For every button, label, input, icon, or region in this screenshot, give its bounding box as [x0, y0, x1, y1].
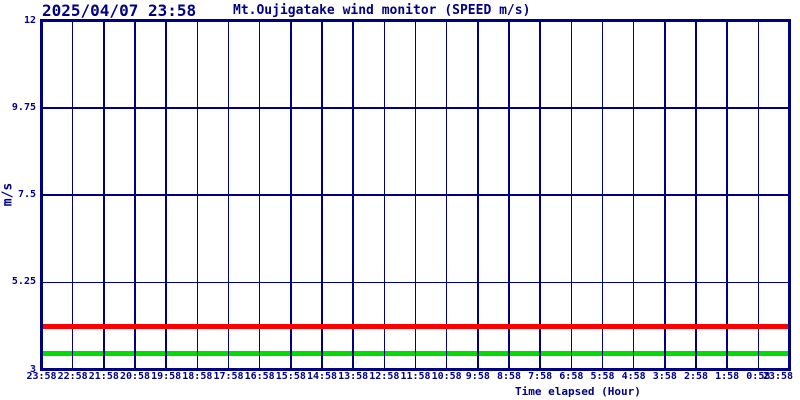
x-tick-label: 3:58	[652, 371, 677, 382]
x-axis-title: Time elapsed (Hour)	[515, 385, 641, 398]
x-tick-label: 13:58	[338, 371, 369, 382]
x-tick-label: 16:58	[244, 371, 275, 382]
x-tick-label: 9:58	[465, 371, 490, 382]
x-tick-label: 17:58	[213, 371, 244, 382]
x-tick-label: 5:58	[590, 371, 615, 382]
chart-timestamp: 2025/04/07 23:58	[42, 1, 197, 20]
x-tick-label: 8:58	[496, 371, 522, 382]
x-tick-label: 4:58	[621, 371, 646, 382]
x-tick-label: 15:58	[275, 371, 306, 382]
x-tick-label: 7:58	[528, 371, 553, 382]
x-tick-label: 19:58	[151, 371, 182, 382]
x-tick-label: 14:58	[306, 371, 338, 382]
red-line	[43, 324, 788, 330]
x-tick-label: 23:58	[26, 371, 57, 382]
plot-area	[40, 19, 791, 371]
x-tick-label: 6:58	[559, 371, 584, 382]
x-tick-label: 21:58	[88, 371, 119, 382]
x-tick-label: 2:58	[683, 371, 709, 382]
x-tick-label: 0:58	[746, 371, 771, 382]
x-tick-label: 12:58	[369, 371, 400, 382]
y-tick-label: 9.75	[11, 101, 36, 113]
y-tick-label: 12	[23, 14, 36, 26]
gridline-horizontal	[43, 194, 788, 196]
gridline-horizontal	[43, 107, 788, 109]
chart-title: Mt.Oujigatake wind monitor (SPEED m/s)	[233, 3, 531, 18]
x-tick-label: 11:58	[400, 371, 431, 382]
x-tick-label: 23:58	[762, 371, 794, 382]
x-tick-label: 22:58	[57, 371, 88, 382]
y-tick-label: 3	[29, 363, 36, 375]
x-tick-label: 10:58	[431, 371, 462, 382]
x-tick-label: 20:58	[119, 371, 151, 382]
x-tick-label: 18:58	[182, 371, 213, 382]
x-tick-label: 1:58	[715, 371, 740, 382]
y-tick-label: 5.25	[11, 276, 36, 288]
y-tick-label: 7.5	[17, 189, 36, 200]
gridline-horizontal	[43, 281, 788, 283]
